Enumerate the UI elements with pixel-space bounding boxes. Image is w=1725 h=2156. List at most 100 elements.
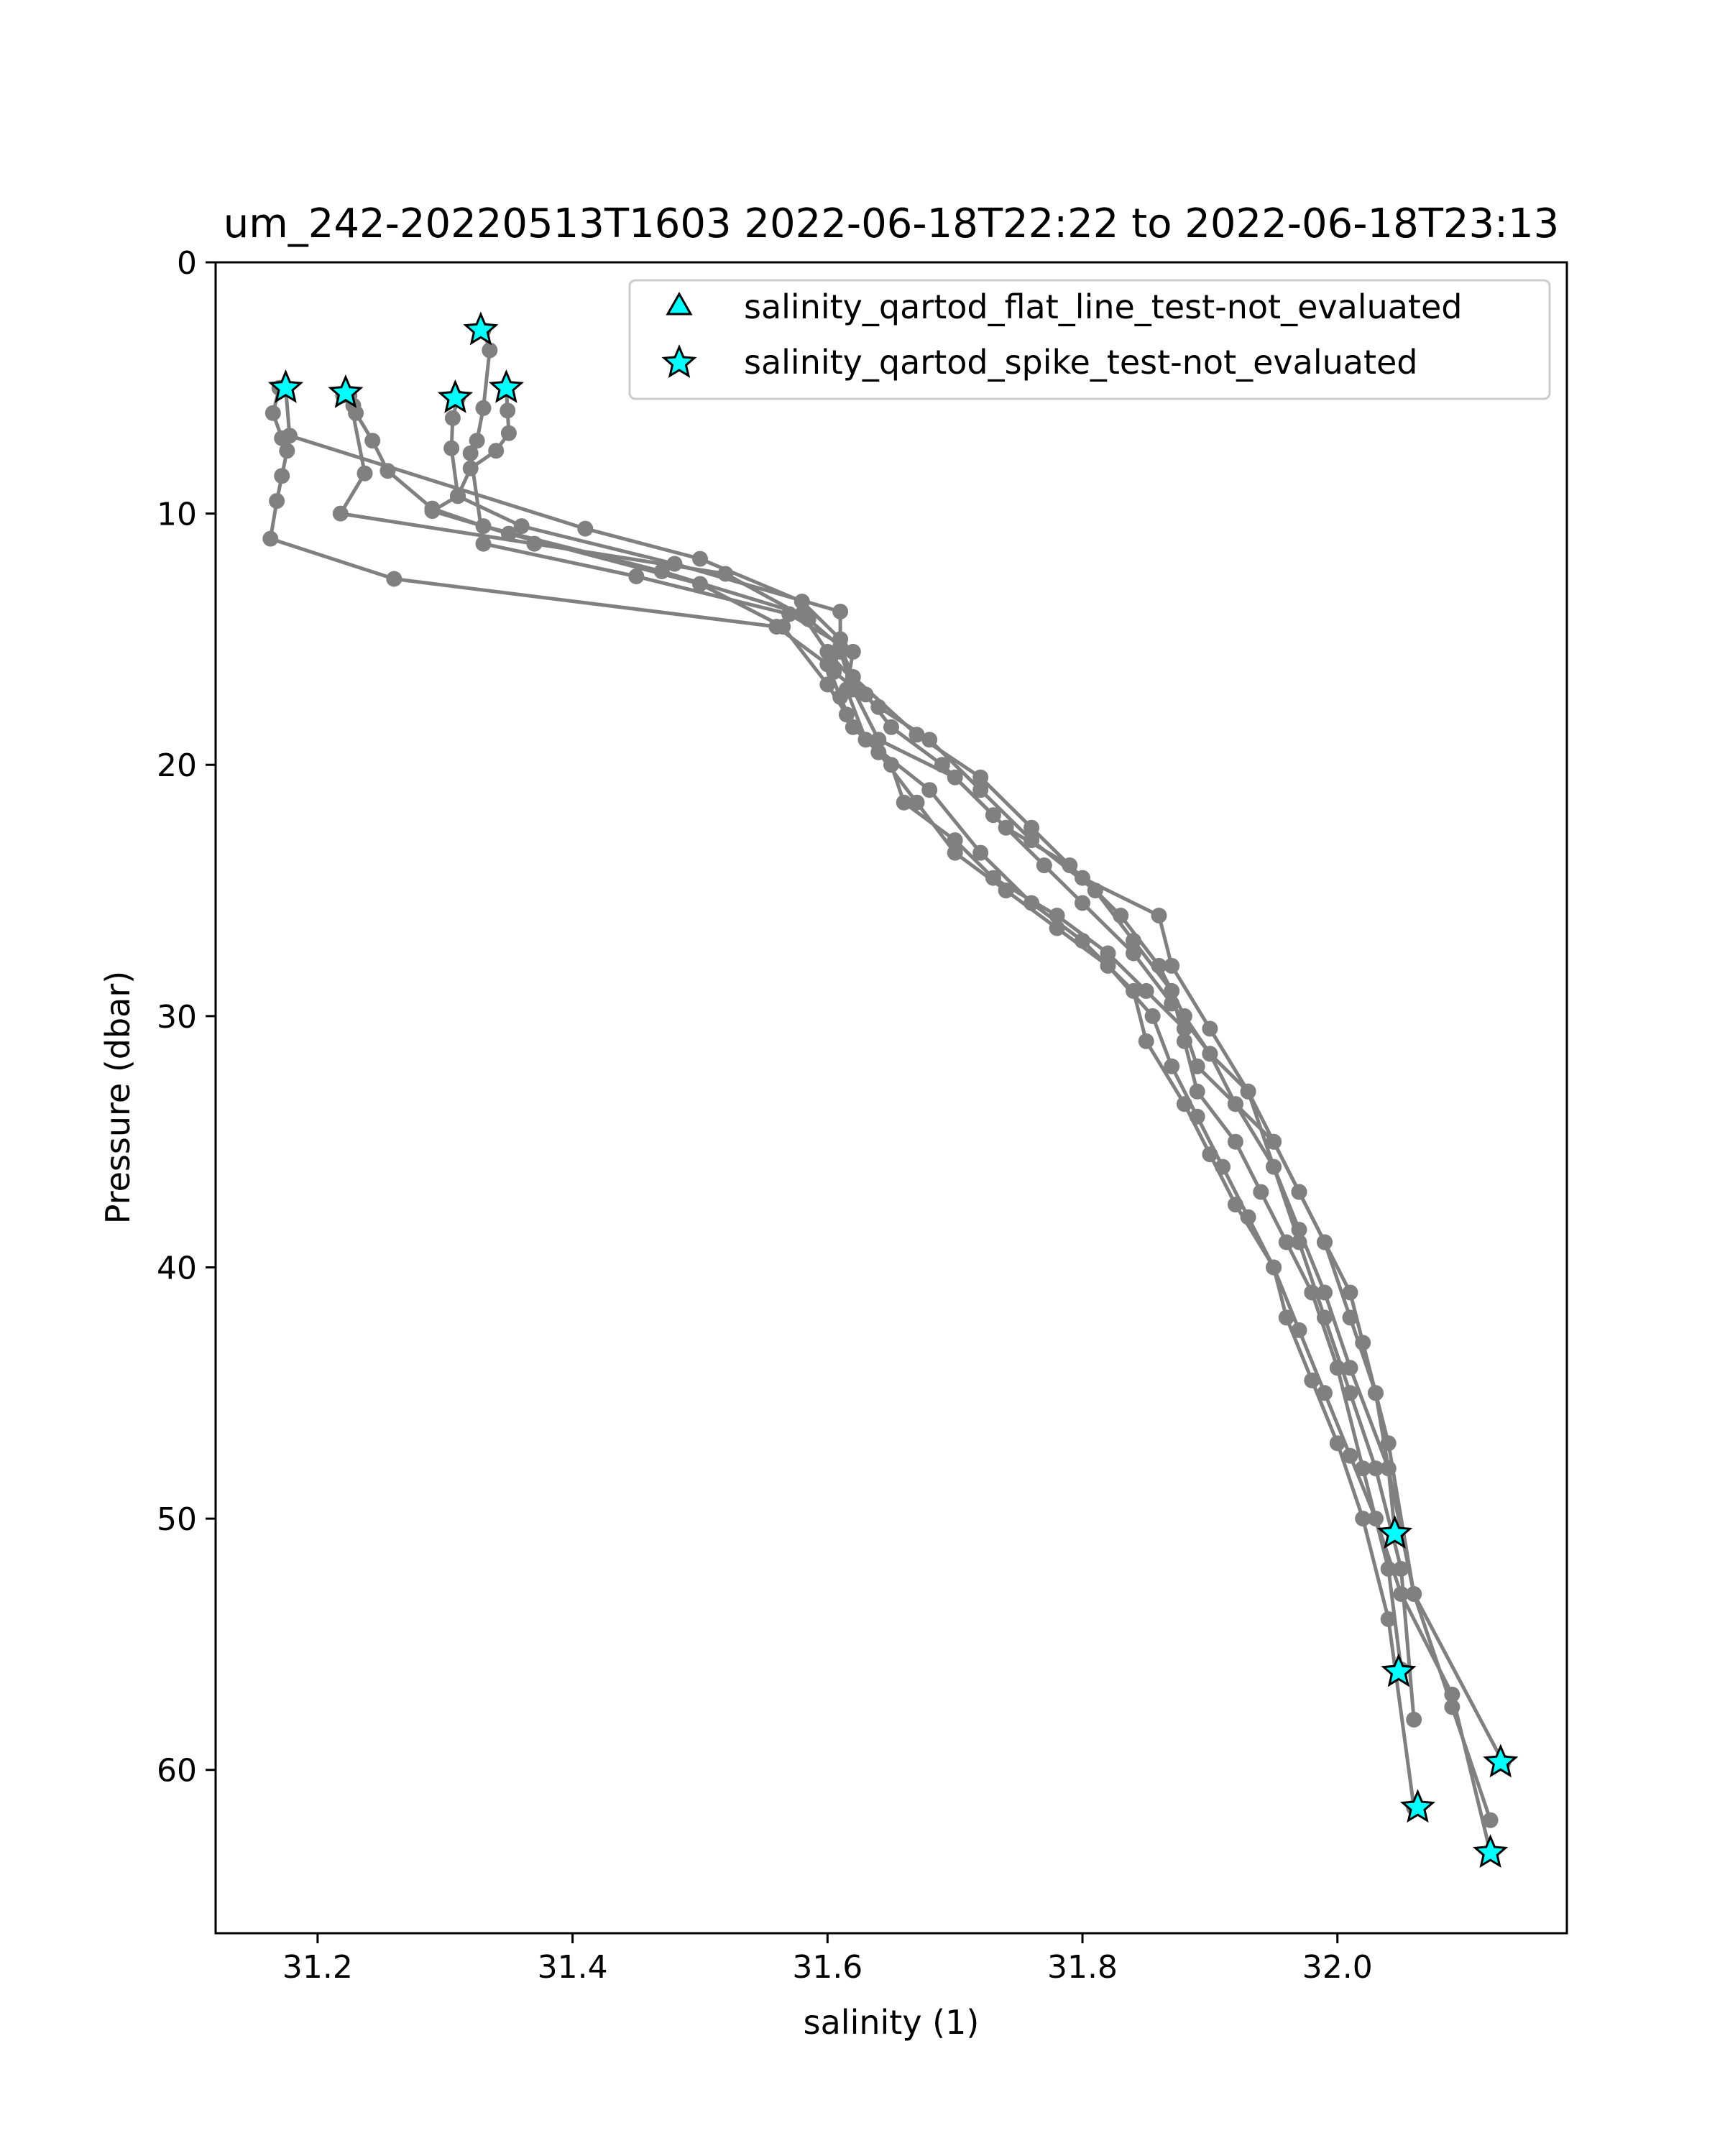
legend-box xyxy=(628,279,1551,400)
data-point xyxy=(896,794,912,811)
legend-star-icon xyxy=(661,344,697,378)
data-point xyxy=(262,530,279,547)
chart-title: um_242-20220513T1603 2022-06-18T22:22 to… xyxy=(224,201,1560,247)
data-point xyxy=(1100,945,1116,962)
y-tick-label: 60 xyxy=(157,1753,197,1789)
data-point xyxy=(1380,1611,1397,1627)
data-point xyxy=(666,556,683,572)
data-point xyxy=(1291,1222,1307,1238)
data-point xyxy=(500,402,516,419)
spike-flag-star-10 xyxy=(1473,1834,1509,1869)
data-point xyxy=(1164,957,1180,974)
y-tick-label: 20 xyxy=(157,747,197,784)
data-point xyxy=(1444,1699,1460,1715)
x-axis-title: salinity (1) xyxy=(804,2003,980,2042)
data-point xyxy=(500,525,517,542)
data-point xyxy=(1164,1058,1180,1074)
data-point xyxy=(475,400,492,416)
data-point xyxy=(781,606,798,622)
data-point xyxy=(845,719,861,735)
data-point xyxy=(1227,1197,1243,1213)
data-point xyxy=(386,571,402,587)
spike-flag-star-5 xyxy=(488,369,524,403)
data-point xyxy=(356,465,373,482)
data-point xyxy=(1355,1511,1371,1527)
data-point xyxy=(998,819,1014,836)
data-point xyxy=(462,460,479,476)
data-point xyxy=(1138,1033,1154,1049)
data-point xyxy=(1317,1309,1333,1326)
data-point xyxy=(947,769,963,786)
y-tick-label: 50 xyxy=(157,1501,197,1538)
data-point xyxy=(1317,1284,1333,1301)
data-point xyxy=(921,782,938,798)
y-axis: 0 10 20 30 40 50 60 xyxy=(157,245,216,1789)
data-point xyxy=(692,576,708,592)
data-point xyxy=(274,468,290,484)
data-point xyxy=(1355,1335,1371,1351)
data-point xyxy=(775,619,791,635)
y-tick-label: 0 xyxy=(177,245,197,282)
data-point xyxy=(1304,1372,1320,1388)
data-point xyxy=(1355,1460,1371,1477)
data-point xyxy=(1126,945,1141,962)
y-tick-label: 10 xyxy=(157,497,197,533)
data-point xyxy=(1342,1385,1358,1401)
data-point xyxy=(332,505,349,522)
data-point xyxy=(1062,857,1078,874)
data-point xyxy=(845,681,861,698)
data-point xyxy=(845,643,861,660)
data-point xyxy=(832,604,849,619)
data-point xyxy=(947,844,963,861)
data-point xyxy=(482,342,498,359)
data-point xyxy=(1266,1133,1282,1150)
legend-triangle-icon xyxy=(666,291,693,315)
data-point xyxy=(1202,1046,1218,1062)
legend: salinity_qartod_flat_line_test-not_evalu… xyxy=(628,279,1551,400)
data-point xyxy=(513,518,530,535)
data-point xyxy=(1113,908,1129,923)
data-point xyxy=(1342,1284,1358,1301)
data-point xyxy=(1176,1008,1192,1024)
data-point xyxy=(1278,1234,1294,1250)
spike-flag-star-9 xyxy=(1399,1789,1436,1823)
legend-label-spike: salinity_qartod_spike_test-not_evaluated xyxy=(744,343,1417,382)
data-point xyxy=(264,405,281,421)
data-point xyxy=(380,463,396,479)
data-point xyxy=(908,794,925,811)
data-point xyxy=(1227,1096,1243,1112)
data-point xyxy=(692,550,708,567)
data-point xyxy=(1266,1259,1282,1276)
data-point xyxy=(279,443,295,459)
data-point xyxy=(832,643,849,660)
y-tick-label: 30 xyxy=(157,999,197,1036)
data-point xyxy=(1368,1460,1384,1477)
data-point xyxy=(1368,1511,1384,1527)
x-axis: 31.2 31.4 31.6 31.8 32.0 xyxy=(282,1933,1373,1986)
data-point xyxy=(921,732,938,748)
data-point xyxy=(1075,933,1090,949)
plot-area xyxy=(216,262,1567,1933)
data-point xyxy=(1126,982,1141,999)
data-point xyxy=(1151,908,1167,923)
data-point xyxy=(475,535,492,552)
data-point xyxy=(826,663,842,680)
data-point xyxy=(1176,1033,1192,1049)
data-point xyxy=(500,425,517,441)
data-point xyxy=(1266,1158,1282,1175)
data-point xyxy=(1227,1133,1243,1150)
data-point xyxy=(908,727,925,743)
data-point xyxy=(1393,1561,1409,1577)
x-tick-label: 31.6 xyxy=(792,1949,862,1986)
data-point xyxy=(577,520,594,537)
x-tick-label: 32.0 xyxy=(1302,1949,1373,1986)
data-point xyxy=(1329,1435,1346,1452)
data-point xyxy=(1393,1586,1409,1602)
data-point xyxy=(450,488,466,505)
data-point xyxy=(1342,1447,1358,1464)
data-point xyxy=(947,832,963,849)
data-point xyxy=(1406,1586,1422,1602)
data-point xyxy=(424,503,441,520)
spike-flag-star-3 xyxy=(328,374,364,408)
data-point xyxy=(1291,1184,1307,1200)
